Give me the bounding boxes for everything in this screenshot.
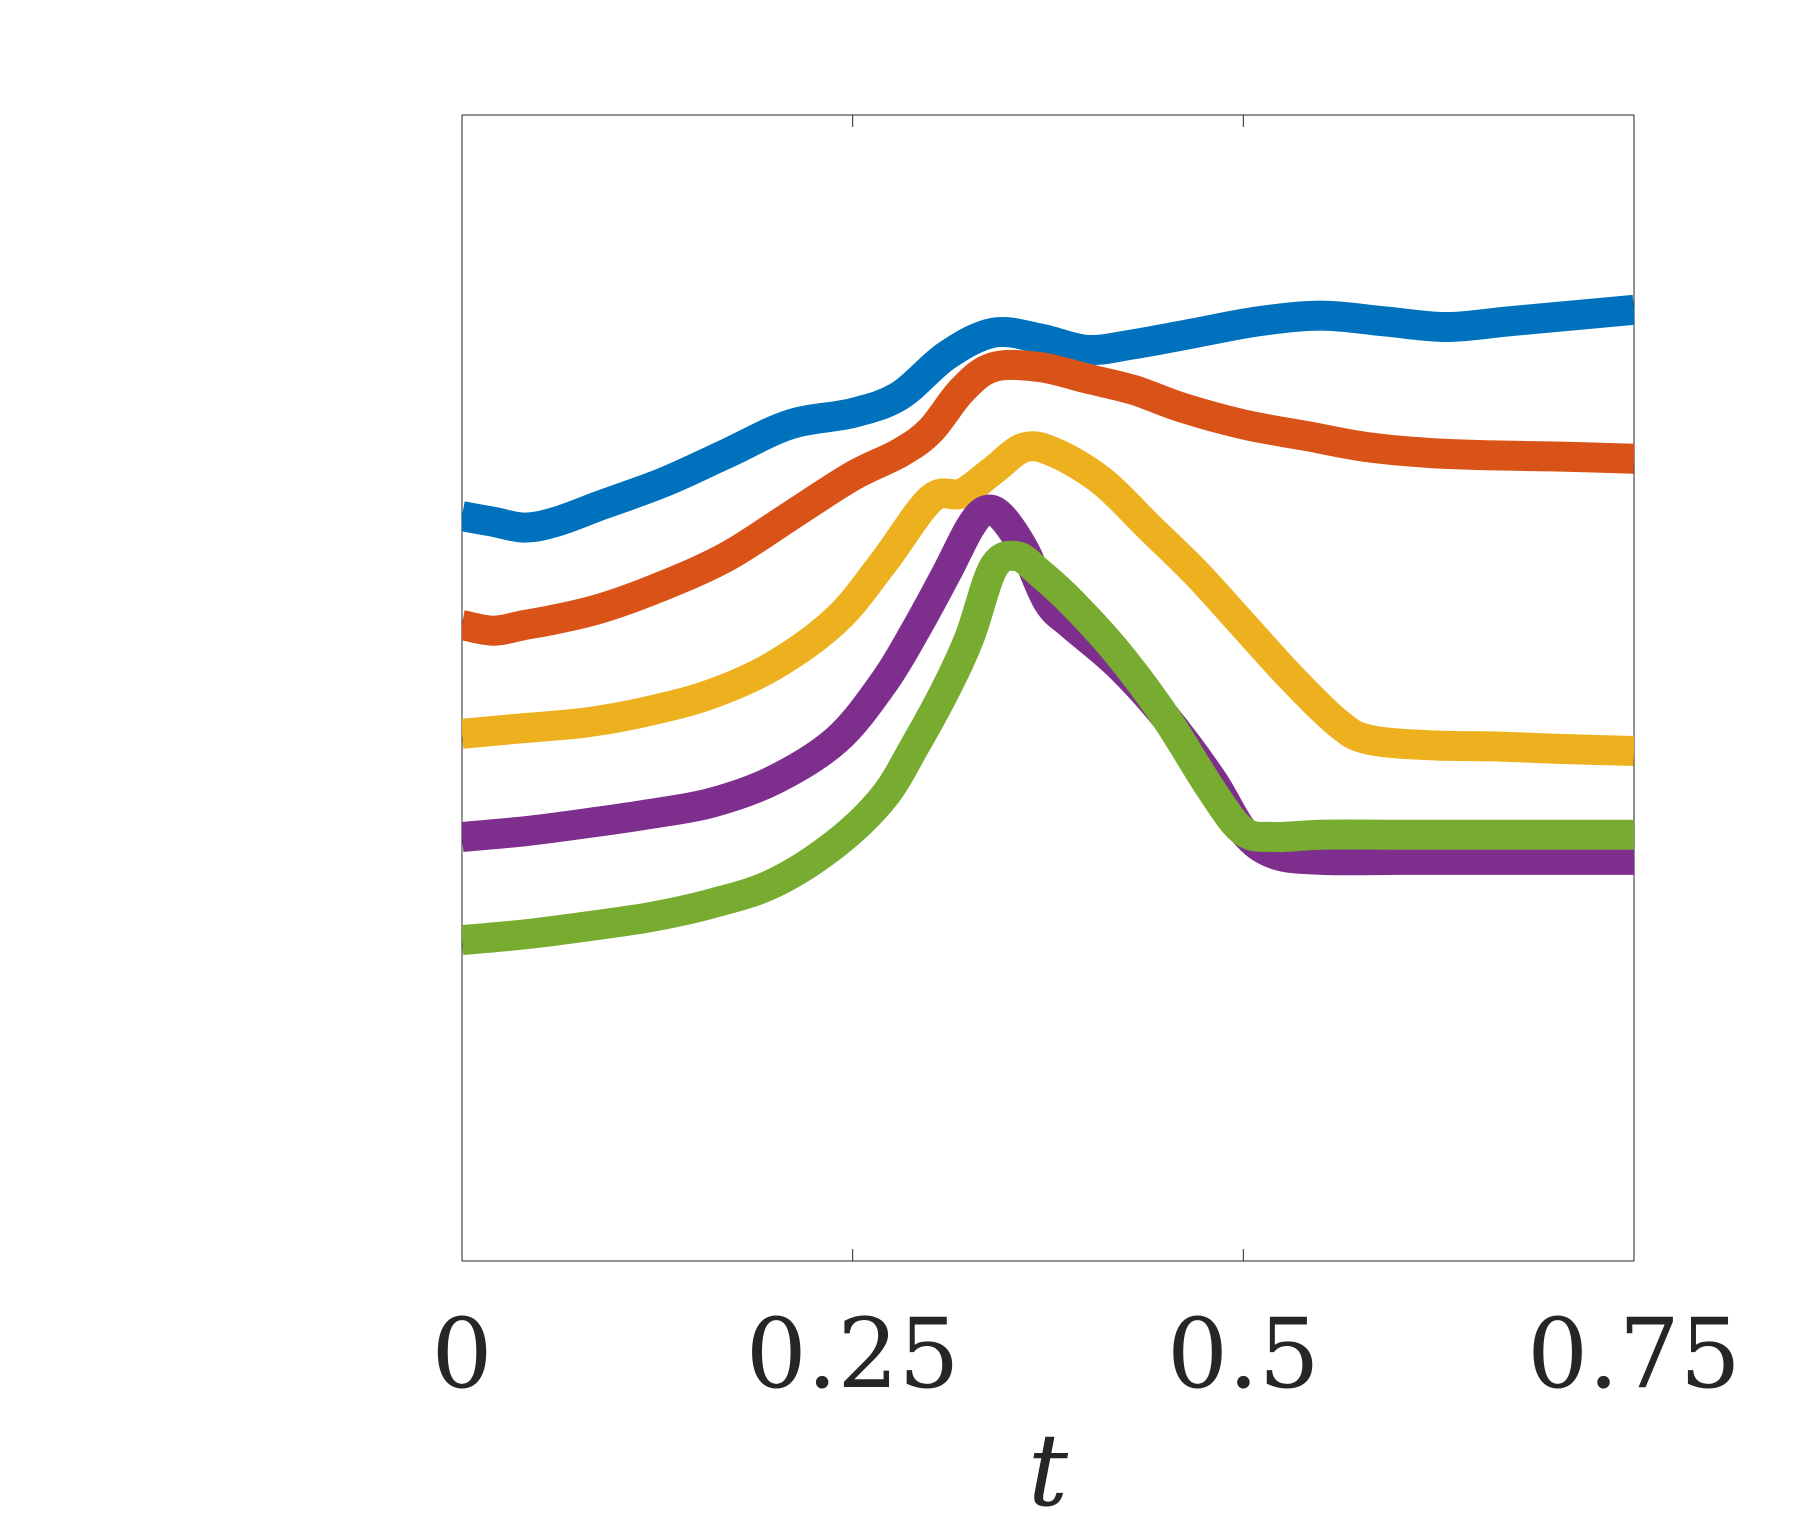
series-line-1 <box>462 294 1634 543</box>
series-line-2 <box>462 349 1634 646</box>
series-group <box>462 294 1634 956</box>
x-tick-label-3: 0.75 <box>1527 1298 1741 1410</box>
series-line-3 <box>462 431 1634 766</box>
plot-frame <box>461 114 1635 1262</box>
x-tick-label-2: 0.5 <box>1167 1298 1320 1410</box>
tick-marks <box>461 115 1635 1261</box>
x-tick-label-1: 0.25 <box>746 1298 960 1410</box>
x-axis-label: t <box>1028 1412 1069 1520</box>
series-line-4 <box>462 494 1634 876</box>
series-line-5 <box>462 540 1634 956</box>
x-tick-labels: 0 0.25 0.5 0.75 <box>431 1298 1740 1410</box>
x-tick-label-0: 0 <box>431 1298 492 1410</box>
